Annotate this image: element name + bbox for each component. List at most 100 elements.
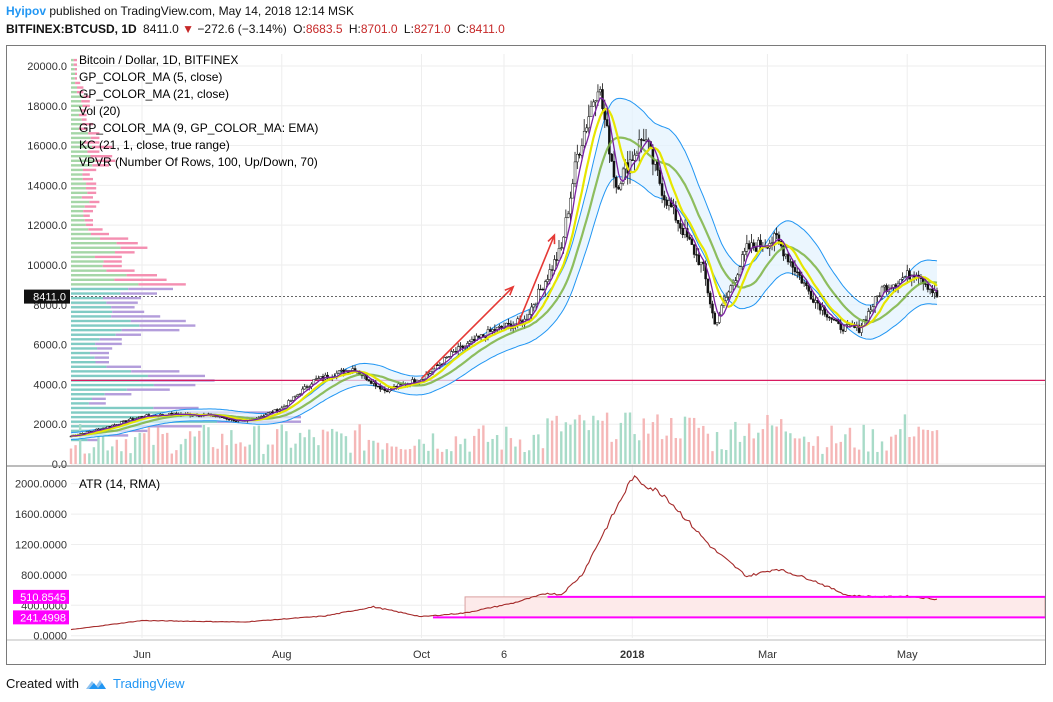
vpvr-up-row: [71, 237, 101, 240]
trend-arrow-head: [547, 233, 556, 245]
candle-body: [340, 369, 343, 372]
vpvr-up-row: [71, 228, 89, 231]
volume-bar: [564, 422, 568, 464]
volume-bar: [734, 421, 737, 464]
candle-body: [594, 100, 597, 103]
legend-ma-ema[interactable]: GP_COLOR_MA (9, GP_COLOR_MA: EMA): [79, 121, 318, 135]
candle-body: [798, 272, 801, 276]
candle-body: [873, 296, 877, 307]
candle-body: [262, 415, 265, 418]
vpvr-up-row: [71, 214, 84, 217]
volume-bar: [289, 447, 293, 464]
volume-bar: [766, 414, 769, 464]
ohlc-open-label: O:: [293, 22, 306, 36]
volume-bar: [317, 445, 320, 464]
vpvr-down-row: [153, 406, 199, 410]
vpvr-down-row: [115, 333, 141, 336]
volume-bar: [615, 439, 618, 464]
volume-bar: [752, 438, 755, 464]
candle-body: [548, 269, 552, 280]
author-link[interactable]: Hyipov: [6, 4, 47, 18]
volume-bar: [445, 449, 448, 464]
candle-body: [656, 160, 659, 171]
vpvr-down-row: [82, 122, 93, 126]
volume-bar: [702, 425, 705, 464]
vpvr-down-row: [112, 310, 145, 314]
price-tick-label: 0.0: [52, 459, 67, 471]
volume-bar: [812, 445, 815, 464]
vpvr-down-row: [76, 86, 84, 89]
volume-bar: [628, 412, 632, 464]
vpvr-down-row: [87, 191, 97, 195]
volume-bar: [780, 419, 783, 464]
vpvr-down-row: [85, 187, 97, 190]
volume-bar: [129, 453, 132, 464]
vpvr-down-row: [87, 150, 100, 153]
legend-vpvr[interactable]: VPVR (Number Of Rows, 100, Up/Down, 70): [79, 155, 318, 169]
candle-body: [754, 247, 758, 252]
candle-body: [631, 159, 634, 161]
tradingview-logo-icon: [85, 679, 106, 689]
volume-bar: [431, 433, 435, 464]
candle-body: [385, 390, 389, 393]
candle-body: [461, 345, 465, 349]
volume-bar: [308, 429, 311, 464]
candle-body: [867, 311, 870, 321]
vpvr-down-row: [90, 136, 100, 140]
volume-bar: [262, 453, 265, 464]
last-price-tag-bg: [24, 289, 70, 304]
volume-bar: [528, 450, 531, 464]
vpvr-up-row: [71, 315, 112, 318]
candle-body: [635, 152, 639, 156]
vpvr-up-row: [71, 164, 93, 167]
vpvr-up-row: [71, 159, 96, 162]
vpvr-up-row: [71, 68, 75, 71]
legend-volume[interactable]: Vol (20): [79, 104, 120, 118]
candle-body: [266, 412, 270, 415]
volume-bar: [532, 434, 535, 464]
legend-ma-fast[interactable]: GP_COLOR_MA (5, close): [79, 70, 222, 84]
vpvr-up-row: [71, 191, 88, 195]
vpvr-up-row: [71, 223, 86, 227]
candle-body: [438, 363, 442, 366]
candle-body: [825, 314, 829, 318]
chart-frame[interactable]: 0.0 2000.0 4000.0 6000.0 8000.0 10000.0 12000.…: [6, 45, 1046, 665]
volume-bar: [729, 429, 733, 464]
candle-body: [550, 269, 554, 271]
vpvr-up-row: [71, 200, 90, 204]
symbol-line: BITFINEX:BTCUSD, 1D 8411.0 ▼ −272.6 (−3.…: [6, 20, 1046, 38]
candle-body: [443, 357, 446, 365]
candle-body: [468, 341, 471, 344]
vpvr-up-row: [71, 338, 100, 341]
volume-bar: [624, 412, 627, 464]
vpvr-up-row: [71, 365, 107, 368]
legend-ma-slow[interactable]: GP_COLOR_MA (21, close): [79, 87, 229, 101]
candle-body: [582, 131, 586, 146]
vpvr-down-row: [94, 255, 122, 259]
candle-body: [807, 285, 810, 292]
footer-brand-link[interactable]: TradingView: [112, 676, 185, 691]
volume-bar: [889, 436, 893, 464]
chart-canvas[interactable]: 0.02000.04000.06000.08000.010000.012000.…: [7, 46, 1046, 664]
legend-keltner[interactable]: KC (21, 1, close, true range): [79, 138, 230, 152]
volume-bar: [413, 445, 416, 464]
candle-body: [924, 283, 927, 285]
vpvr-down-row: [82, 177, 93, 181]
candle-body: [532, 304, 536, 308]
volume-bar: [560, 431, 563, 464]
candle-body: [472, 338, 476, 341]
vpvr-down-row: [75, 72, 77, 76]
vpvr-down-row: [84, 219, 93, 222]
vpvr-down-row: [90, 232, 109, 236]
time-tick-label: May: [897, 649, 918, 661]
candle-body: [429, 371, 432, 374]
vpvr-down-row: [88, 228, 103, 231]
volume-bar: [587, 430, 590, 464]
volume-bar: [156, 427, 160, 464]
vpvr-down-row: [74, 77, 77, 80]
candle-body: [931, 288, 934, 294]
candle-body: [864, 319, 868, 321]
candle-body: [431, 368, 435, 372]
time-axis-labels[interactable]: Jun Aug Oct 6 2018 Mar May: [133, 649, 918, 661]
candle-body: [539, 288, 542, 291]
